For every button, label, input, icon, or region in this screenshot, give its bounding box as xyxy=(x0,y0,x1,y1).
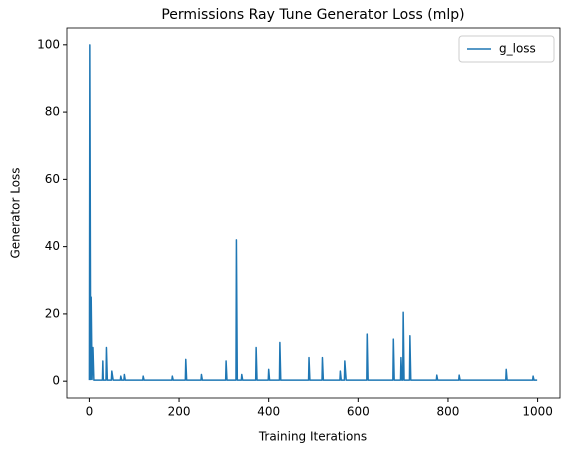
x-tick-label: 0 xyxy=(86,405,94,419)
line-series xyxy=(88,44,538,381)
x-tick-label: 600 xyxy=(347,405,370,419)
y-tick-label: 40 xyxy=(45,239,60,253)
x-tick-label: 800 xyxy=(437,405,460,419)
y-tick-label: 0 xyxy=(52,374,60,388)
chart-title: Permissions Ray Tune Generator Loss (mlp… xyxy=(161,7,464,23)
x-tick-label: 1000 xyxy=(522,405,553,419)
plot-frame xyxy=(66,27,561,399)
y-tick-label: 80 xyxy=(45,105,60,119)
x-axis-label: Training Iterations xyxy=(258,430,367,444)
y-axis-label: Generator Loss xyxy=(9,167,23,258)
y-tick-label: 60 xyxy=(45,172,60,186)
y-tick-label: 100 xyxy=(37,37,60,51)
legend-box xyxy=(458,35,555,63)
x-tick-label: 200 xyxy=(168,405,191,419)
legend-label: g_loss xyxy=(499,42,536,56)
y-tick-label: 20 xyxy=(45,306,60,320)
x-tick-label: 400 xyxy=(257,405,280,419)
